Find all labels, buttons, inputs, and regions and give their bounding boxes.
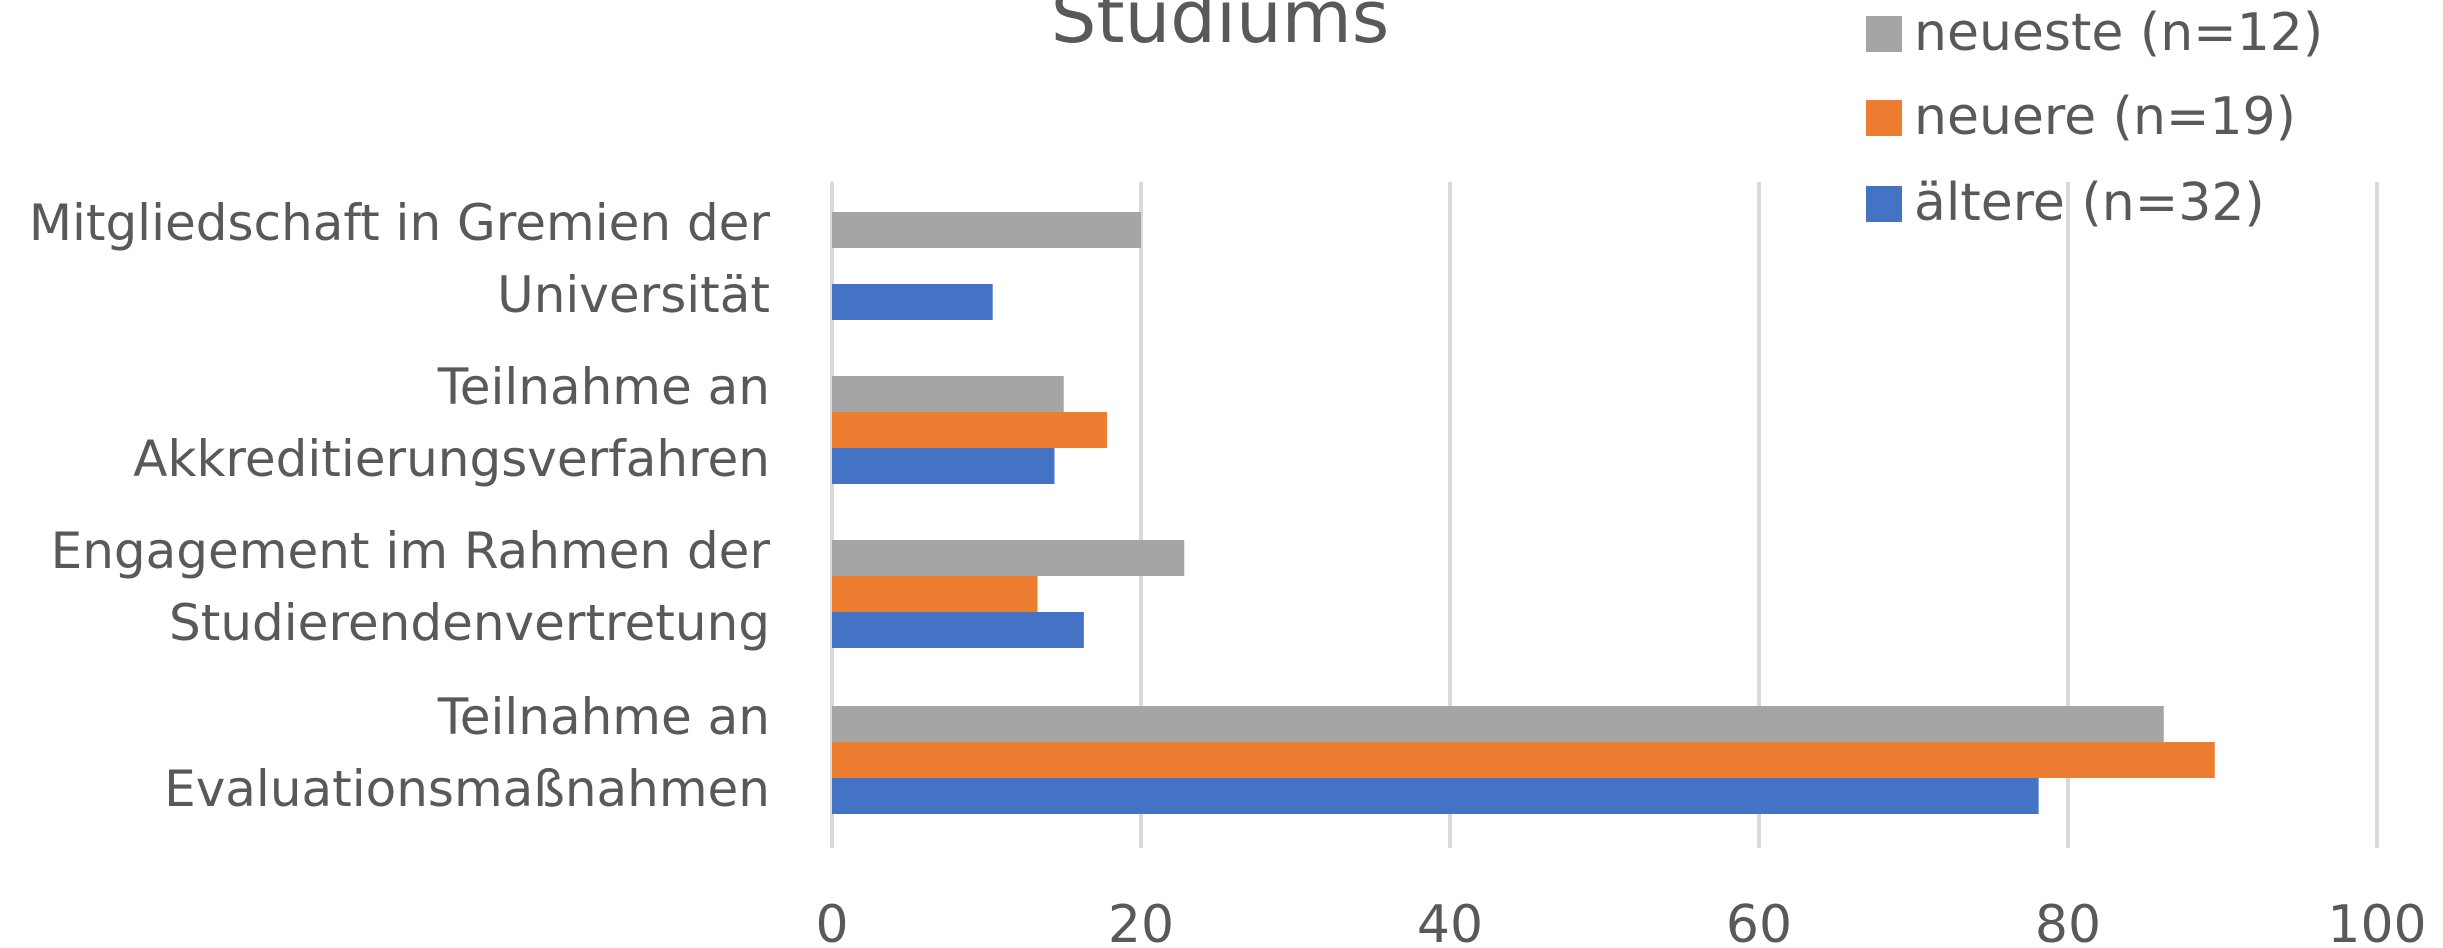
- bar: [832, 412, 1108, 448]
- legend: neueste (n=12) neuere (n=19) ältere (n=32): [1866, 3, 2323, 233]
- x-axis-tick-labels: 0 20 40 60 80 100: [815, 895, 2426, 948]
- legend-swatch: [1866, 16, 1902, 52]
- bar: [832, 212, 1141, 248]
- legend-label: ältere (n=32): [1914, 173, 2265, 233]
- x-tick-label: 0: [815, 895, 848, 948]
- category-label: Studierendenvertretung: [169, 594, 770, 652]
- legend-label: neueste (n=12): [1914, 3, 2323, 63]
- category-label: Evaluationsmaßnahmen: [164, 760, 770, 818]
- bar: [832, 448, 1055, 484]
- x-tick-label: 60: [1726, 895, 1792, 948]
- bar: [832, 576, 1038, 612]
- category-label: Teilnahme an: [437, 688, 770, 746]
- category-label: Akkreditierungsverfahren: [133, 430, 770, 488]
- legend-swatch: [1866, 186, 1902, 222]
- category-label: Teilnahme an: [437, 358, 770, 416]
- bar: [832, 540, 1185, 576]
- chart-title: Studiums: [1051, 0, 1390, 59]
- x-tick-label: 100: [2327, 895, 2426, 948]
- legend-swatch: [1866, 100, 1902, 136]
- bar: [832, 376, 1064, 412]
- legend-label: neuere (n=19): [1914, 87, 2296, 147]
- bar: [832, 706, 2164, 742]
- bars: [832, 212, 2215, 814]
- category-label: Engagement im Rahmen der: [51, 522, 771, 580]
- bar: [832, 612, 1084, 648]
- x-tick-label: 40: [1417, 895, 1483, 948]
- category-label: Mitgliedschaft in Gremien der: [29, 194, 771, 252]
- bar: [832, 778, 2039, 814]
- bar: [832, 284, 993, 320]
- category-label: Universität: [497, 266, 770, 324]
- bar: [832, 742, 2215, 778]
- category-labels: Mitgliedschaft in Gremien der Universität…: [29, 194, 771, 818]
- x-tick-label: 20: [1108, 895, 1174, 948]
- x-tick-label: 80: [2035, 895, 2101, 948]
